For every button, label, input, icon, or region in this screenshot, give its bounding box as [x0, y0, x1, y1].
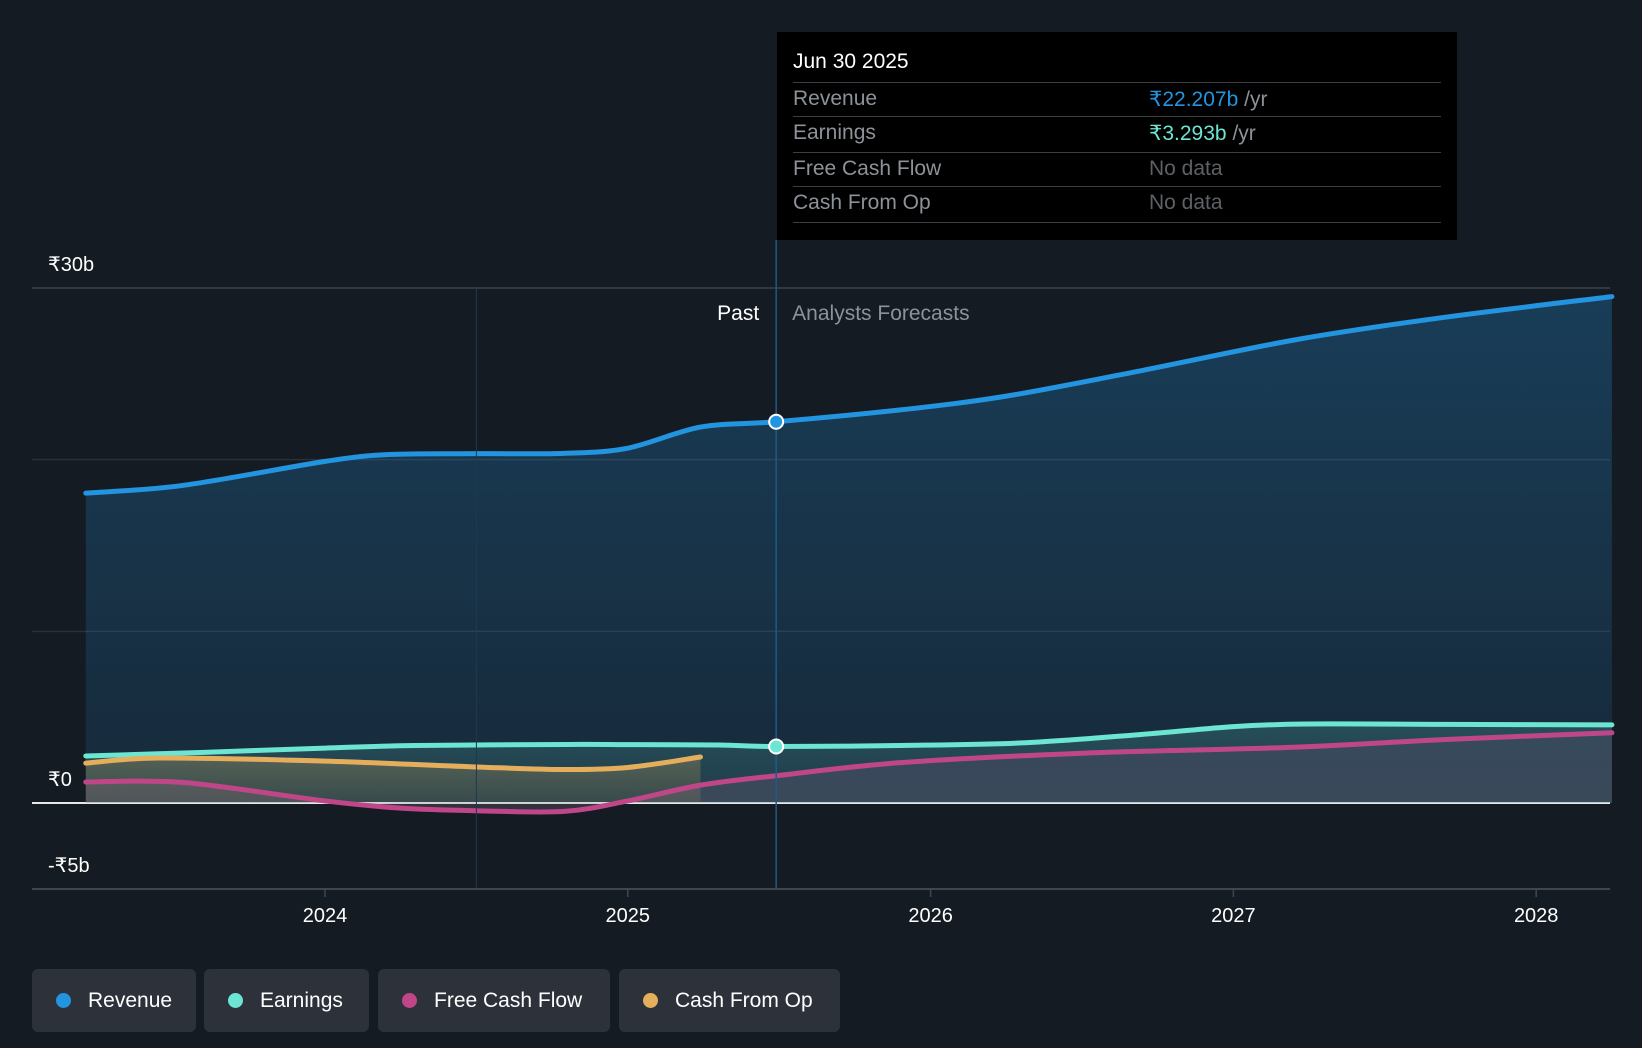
legend-label: Cash From Op [675, 988, 813, 1012]
legend-label: Earnings [260, 988, 343, 1012]
tooltip-row-revenue: Revenue ₹22.207b /yr [793, 82, 1441, 117]
tooltip-label: Free Cash Flow [793, 157, 942, 180]
earnings-line [83, 721, 1615, 759]
tooltip-value: ₹3.293b /yr [1149, 122, 1256, 145]
free-cash-flow-line [83, 730, 1615, 815]
revenue-area [85, 296, 1612, 803]
revenue-highlight-marker [768, 413, 785, 430]
free-cash-flow-area [85, 732, 1612, 813]
x-tick-label: 2027 [1211, 905, 1256, 927]
past-label: Past [717, 302, 759, 325]
legend-earnings-button[interactable]: Earnings [204, 969, 369, 1032]
tooltip-divider [793, 222, 1441, 223]
cfo-dot-icon [643, 993, 658, 1008]
tooltip-row-earnings: Earnings ₹3.293b /yr [793, 116, 1441, 151]
legend-revenue-button[interactable]: Revenue [32, 969, 196, 1032]
tooltip-value: No data [1149, 157, 1223, 180]
fcf-dot-icon [402, 993, 417, 1008]
tooltip-value: ₹22.207b /yr [1149, 88, 1268, 111]
legend-cfo-button[interactable]: Cash From Op [619, 969, 840, 1032]
tooltip-label: Cash From Op [793, 191, 931, 214]
earnings-highlight-marker [768, 738, 785, 755]
earnings-dot-icon [228, 993, 243, 1008]
x-tick-label: 2026 [908, 905, 953, 927]
tooltip-value: No data [1149, 191, 1223, 214]
y-tick-label: ₹30b [48, 254, 94, 276]
y-tick-label: -₹5b [48, 855, 90, 877]
revenue-dot-icon [56, 993, 71, 1008]
legend-fcf-button[interactable]: Free Cash Flow [378, 969, 610, 1032]
tooltip-row-cfo: Cash From Op No data [793, 186, 1441, 221]
legend-label: Revenue [88, 988, 173, 1012]
forecast-label: Analysts Forecasts [792, 302, 969, 325]
tooltip-label: Earnings [793, 121, 876, 144]
tooltip: Jun 30 2025 Revenue ₹22.207b /yr Earning… [777, 32, 1457, 240]
legend-label: Free Cash Flow [434, 988, 583, 1012]
tooltip-label: Revenue [793, 87, 878, 110]
tooltip-date: Jun 30 2025 [793, 50, 909, 73]
y-tick-label: ₹0 [48, 769, 72, 791]
tooltip-row-fcf: Free Cash Flow No data [793, 152, 1441, 187]
x-tick-label: 2025 [606, 905, 651, 927]
x-tick-label: 2028 [1514, 905, 1559, 927]
revenue-line [83, 294, 1615, 496]
x-tick-label: 2024 [303, 905, 348, 927]
cash-from-op-line [83, 754, 703, 773]
